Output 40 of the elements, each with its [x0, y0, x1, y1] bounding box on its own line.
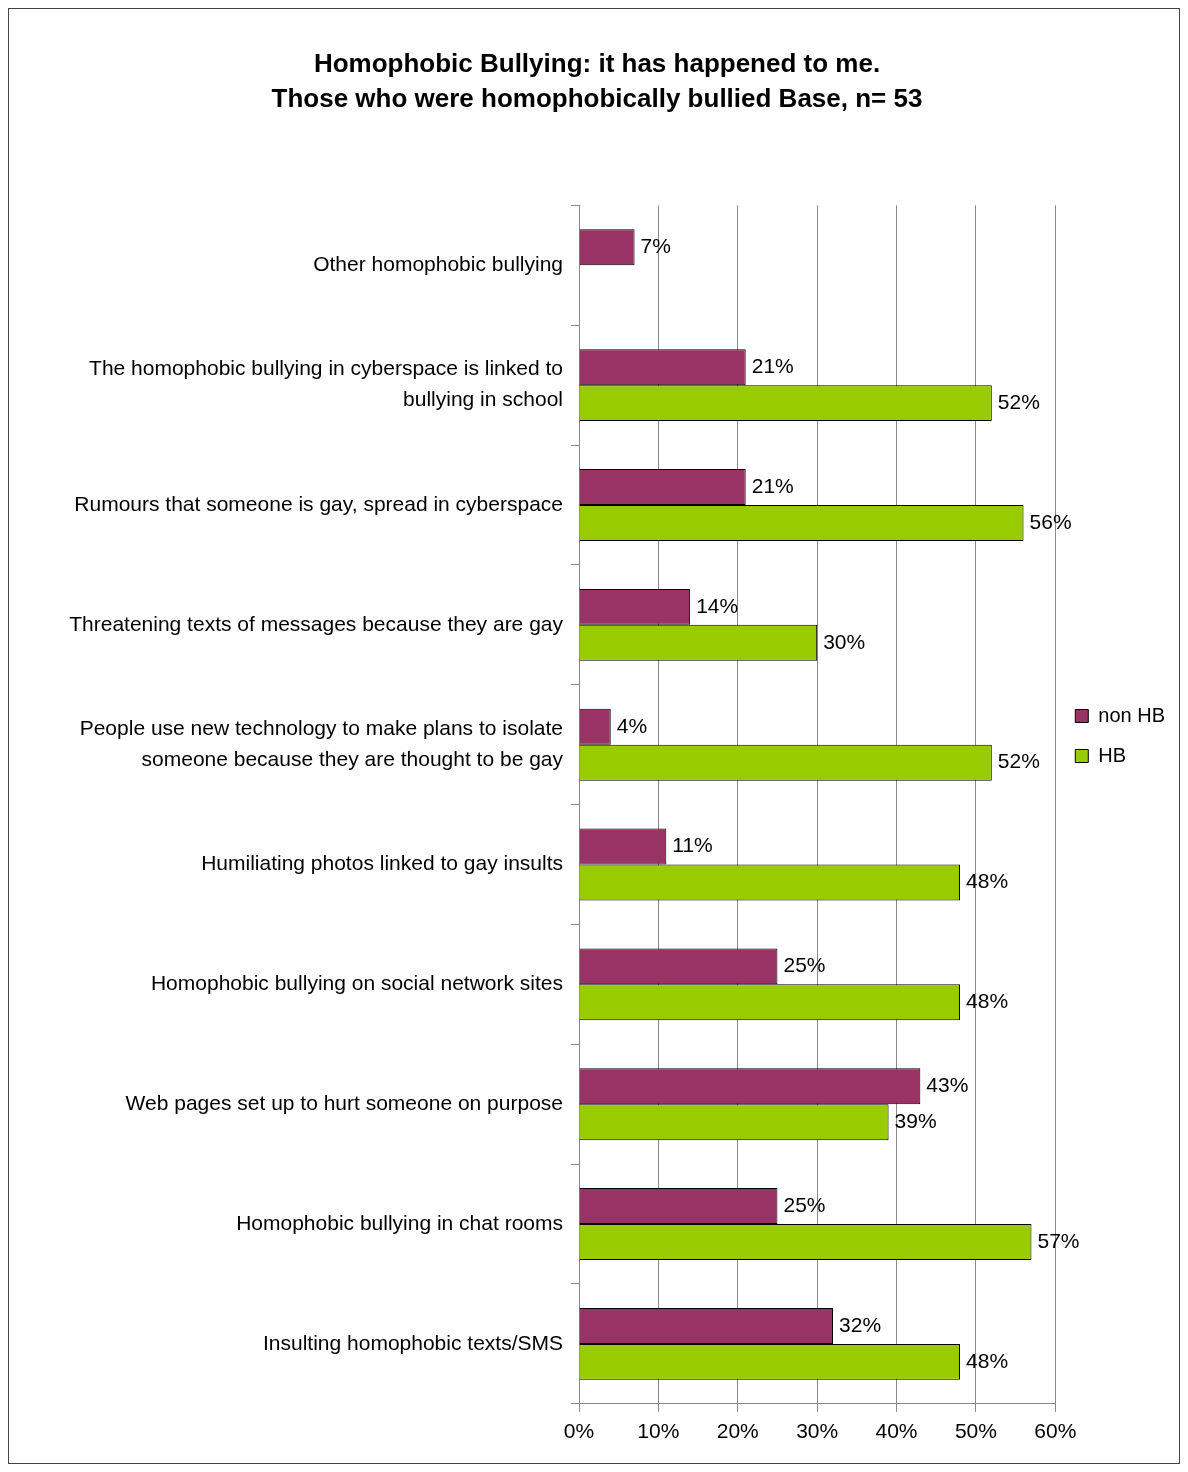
- y-tick-label: Humiliating photos linked to gay insults: [201, 851, 563, 875]
- data-label: 48%: [966, 869, 1009, 893]
- x-tick-label: 50%: [954, 1419, 997, 1443]
- x-tick-label: 40%: [875, 1419, 918, 1443]
- data-label: 30%: [823, 629, 866, 653]
- y-tick-label: Threatening texts of messages because they are gay: [69, 611, 564, 635]
- data-label: 21%: [751, 473, 794, 497]
- y-tick-label: Insulting homophobic texts/SMS: [263, 1330, 563, 1354]
- data-label: 39%: [894, 1108, 937, 1132]
- data-label: 48%: [966, 989, 1009, 1013]
- chart-subtitle: Those who were homophobically bullied Base, n= 53: [271, 82, 923, 113]
- data-label: 52%: [997, 749, 1040, 773]
- y-tick-label: People use new technology to make plans to isolate someone because they are thought to be gay: [79, 715, 564, 770]
- x-tick-label: 30%: [796, 1419, 839, 1443]
- x-tick-label: 20%: [716, 1419, 759, 1443]
- y-tick-label: Other homophobic bullying: [313, 252, 563, 276]
- data-label: 11%: [672, 833, 713, 857]
- data-label: 7%: [640, 234, 671, 258]
- y-tick-label: The homophobic bullying in cyberspace is linked to bullying in school: [89, 356, 563, 411]
- y-tick-label: Homophobic bullying on social network sites: [150, 971, 563, 995]
- y-tick-label: Rumours that someone is gay, spread in cyberspace: [74, 491, 563, 515]
- legend-label: HB: [1098, 743, 1127, 766]
- legend-label: non HB: [1098, 703, 1166, 726]
- y-tick-label: Web pages set up to hurt someone on purpose: [125, 1091, 563, 1114]
- data-label: 48%: [966, 1348, 1009, 1372]
- x-tick-label: 0%: [563, 1419, 595, 1443]
- data-label: 43%: [926, 1073, 969, 1097]
- data-label: 25%: [783, 1192, 826, 1216]
- y-tick-label: Homophobic bullying in chat rooms: [236, 1210, 563, 1234]
- data-label: 56%: [1029, 509, 1072, 533]
- x-tick-label: 10%: [637, 1419, 680, 1443]
- data-label: 4%: [616, 713, 648, 737]
- data-label: 21%: [751, 353, 794, 377]
- data-label: 52%: [997, 389, 1040, 413]
- data-label: 57%: [1037, 1228, 1080, 1252]
- data-label: 25%: [783, 953, 826, 977]
- data-label: 32%: [839, 1312, 882, 1336]
- x-tick-label: 60%: [1034, 1419, 1077, 1443]
- data-label: 14%: [696, 593, 739, 617]
- chart-title: Homophobic Bullying: it has happened to me.: [313, 47, 881, 78]
